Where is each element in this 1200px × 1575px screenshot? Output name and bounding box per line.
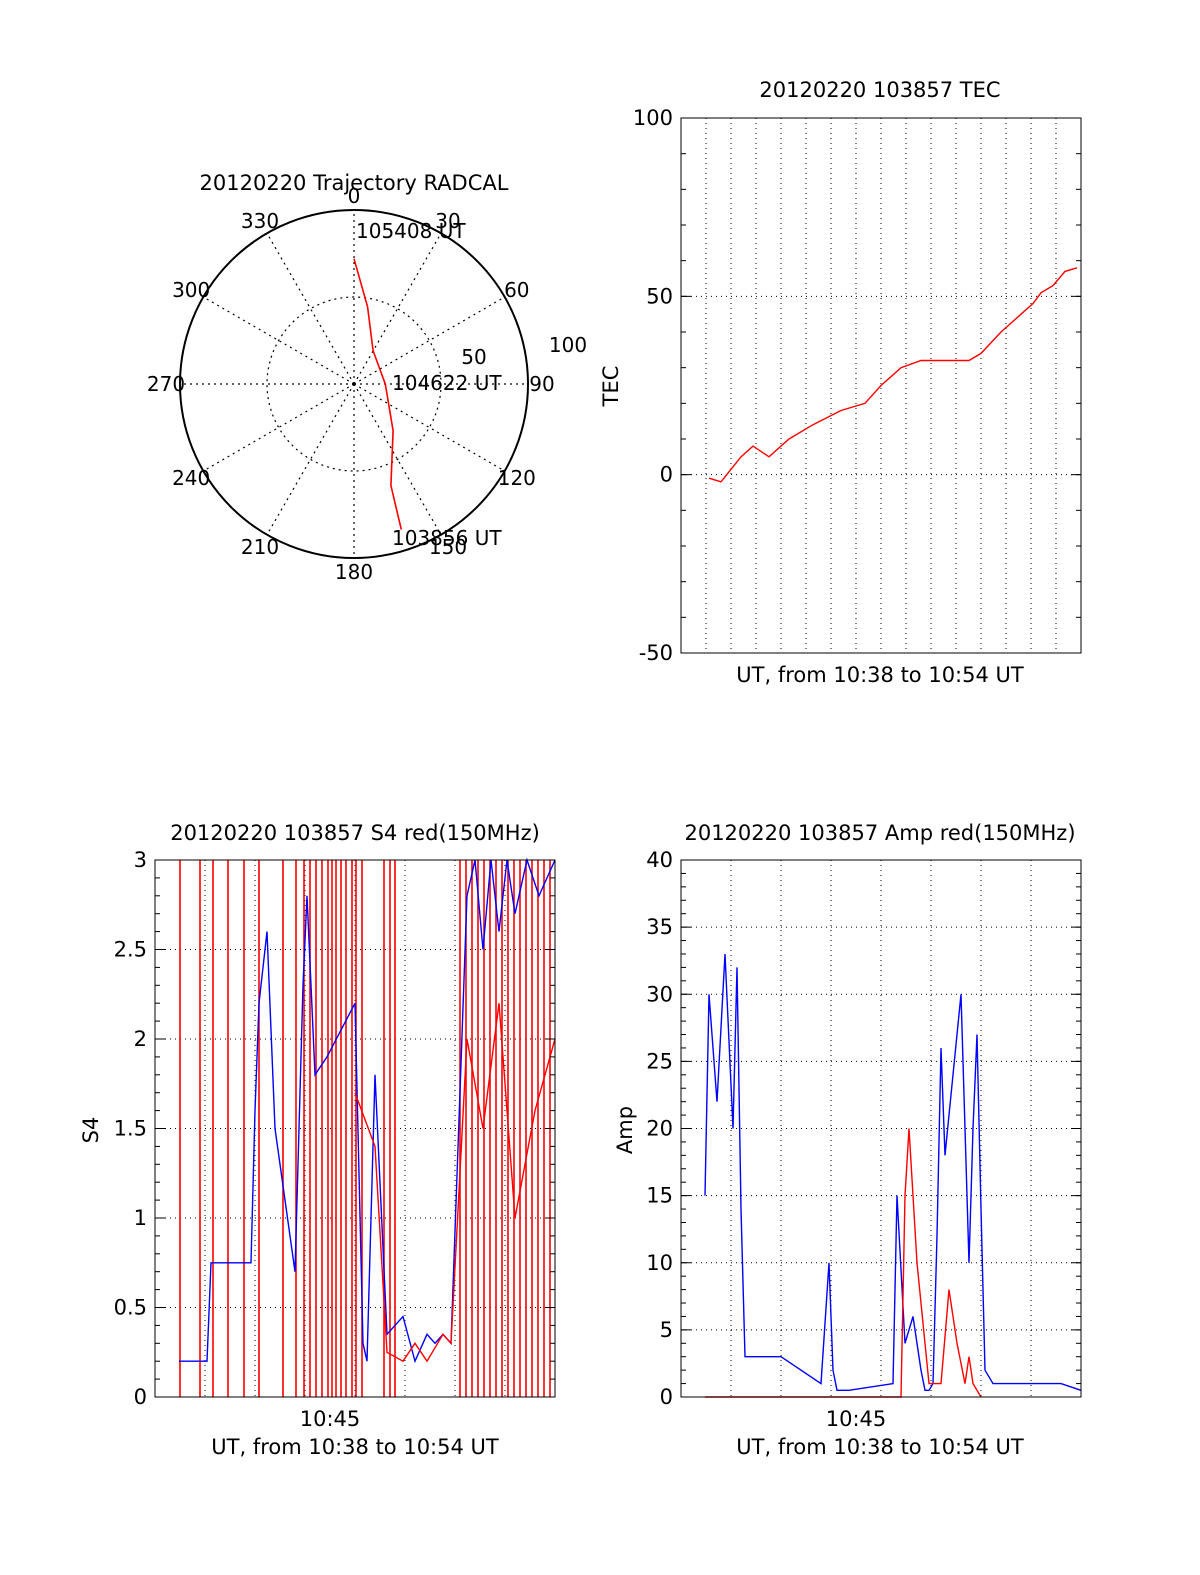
ytick-label: 2 bbox=[134, 1027, 147, 1051]
polar-angle-label: 120 bbox=[498, 466, 536, 490]
polar-trajectory bbox=[353, 258, 403, 530]
polar-radial-label: 100 bbox=[549, 333, 587, 357]
ytick-label: 50 bbox=[646, 284, 673, 308]
tec-title: 20120220 103857 TEC bbox=[759, 78, 1000, 102]
ytick-label: 25 bbox=[646, 1049, 673, 1073]
ytick-label: 1.5 bbox=[114, 1117, 147, 1141]
s4-xlabel: UT, from 10:38 to 10:54 UT bbox=[211, 1435, 499, 1459]
s4-series bbox=[179, 857, 556, 1364]
polar-radial-label: 50 bbox=[461, 345, 486, 369]
polar-angle-label: 240 bbox=[172, 466, 210, 490]
polar-angle-labels: 0 30 60 90 120 150 180 210 240 270 300 330 bbox=[147, 184, 555, 584]
s4-grid bbox=[155, 860, 555, 1397]
s4-xtick: 10:45 bbox=[300, 1407, 361, 1431]
polar-panel: 20120220 Trajectory RADCAL 0 30 60 90 120 150… bbox=[147, 171, 587, 584]
annotation-103856: 103856 UT bbox=[392, 526, 502, 550]
ytick-label: 0 bbox=[660, 463, 673, 487]
polar-angle-label: 0 bbox=[348, 184, 361, 208]
polar-angle-label: 270 bbox=[147, 372, 185, 396]
ytick-label: 10 bbox=[646, 1251, 673, 1275]
polar-angle-label: 90 bbox=[529, 372, 554, 396]
amp-xlabel: UT, from 10:38 to 10:54 UT bbox=[736, 1435, 1024, 1459]
s4-panel: 20120220 103857 S4 red(150MHz) 3 2.5 2 1.5 1… bbox=[79, 821, 556, 1459]
ytick-label: 40 bbox=[646, 848, 673, 872]
ytick-label: 2.5 bbox=[114, 938, 147, 962]
s4-yticks: 3 2.5 2 1.5 1 0.5 0 bbox=[114, 848, 555, 1409]
polar-spoke bbox=[203, 296, 355, 385]
ytick-label: 15 bbox=[646, 1184, 673, 1208]
tec-grid bbox=[681, 118, 1081, 653]
polar-spoke bbox=[266, 233, 355, 385]
amp-xtick: 10:45 bbox=[826, 1407, 887, 1431]
ytick-label: 35 bbox=[646, 915, 673, 939]
polar-spoke bbox=[266, 383, 355, 535]
amp-title: 20120220 103857 Amp red(150MHz) bbox=[684, 821, 1075, 845]
ytick-label: -50 bbox=[639, 641, 673, 665]
tec-series bbox=[708, 267, 1078, 483]
tec-panel: 20120220 103857 TEC 100 50 0 -50 TEC UT, fr… bbox=[599, 78, 1082, 687]
amp-yticks: 40 35 30 25 20 15 10 5 0 bbox=[646, 848, 1081, 1409]
polar-spoke bbox=[203, 383, 355, 472]
tec-ylabel: TEC bbox=[599, 366, 623, 408]
ytick-label: 20 bbox=[646, 1117, 673, 1141]
ytick-label: 30 bbox=[646, 982, 673, 1006]
polar-outer-circle bbox=[179, 209, 529, 559]
polar-angle-label: 30 bbox=[435, 209, 460, 233]
tec-xlabel: UT, from 10:38 to 10:54 UT bbox=[736, 663, 1024, 687]
polar-spoke bbox=[353, 383, 442, 535]
ytick-label: 100 bbox=[633, 106, 673, 130]
polar-spoke bbox=[353, 233, 442, 385]
amp-panel: 20120220 103857 Amp red(150MHz) 40 35 30 25… bbox=[613, 821, 1082, 1459]
ytick-label: 0.5 bbox=[114, 1296, 147, 1320]
amp-ylabel: Amp bbox=[613, 1106, 637, 1154]
series-line-0 bbox=[704, 953, 1082, 1392]
tec-yticks: 100 50 0 -50 bbox=[633, 106, 1081, 665]
series-line-1 bbox=[354, 1003, 556, 1363]
amp-grid bbox=[681, 860, 1081, 1397]
trajectory-line bbox=[353, 258, 403, 530]
amp-series bbox=[704, 953, 1082, 1398]
ytick-label: 1 bbox=[134, 1206, 147, 1230]
ytick-label: 5 bbox=[660, 1318, 673, 1342]
series-line-0 bbox=[708, 267, 1078, 483]
polar-angle-label: 60 bbox=[504, 278, 529, 302]
polar-spoke bbox=[353, 296, 505, 385]
polar-angle-label: 210 bbox=[241, 535, 279, 559]
polar-spoke bbox=[353, 383, 505, 472]
ytick-label: 0 bbox=[660, 1385, 673, 1409]
s4-title: 20120220 103857 S4 red(150MHz) bbox=[170, 821, 540, 845]
polar-angle-label: 300 bbox=[172, 278, 210, 302]
series-line-1 bbox=[705, 1128, 982, 1398]
polar-radial-labels: 50 100 bbox=[461, 333, 587, 369]
polar-title: 20120220 Trajectory RADCAL bbox=[200, 171, 509, 195]
tec-frame bbox=[680, 117, 1082, 654]
annotation-105408: 105408 UT bbox=[356, 219, 466, 243]
polar-angle-label: 150 bbox=[429, 535, 467, 559]
polar-angle-label: 330 bbox=[241, 209, 279, 233]
polar-angle-label: 180 bbox=[335, 560, 373, 584]
ytick-label: 0 bbox=[134, 1385, 147, 1409]
annotation-104622: 104622 UT bbox=[392, 371, 502, 395]
ytick-label: 3 bbox=[134, 848, 147, 872]
polar-inner-circle bbox=[266, 296, 442, 472]
polar-grid bbox=[179, 209, 529, 559]
s4-ylabel: S4 bbox=[79, 1117, 103, 1144]
series-line-0 bbox=[179, 857, 556, 1364]
